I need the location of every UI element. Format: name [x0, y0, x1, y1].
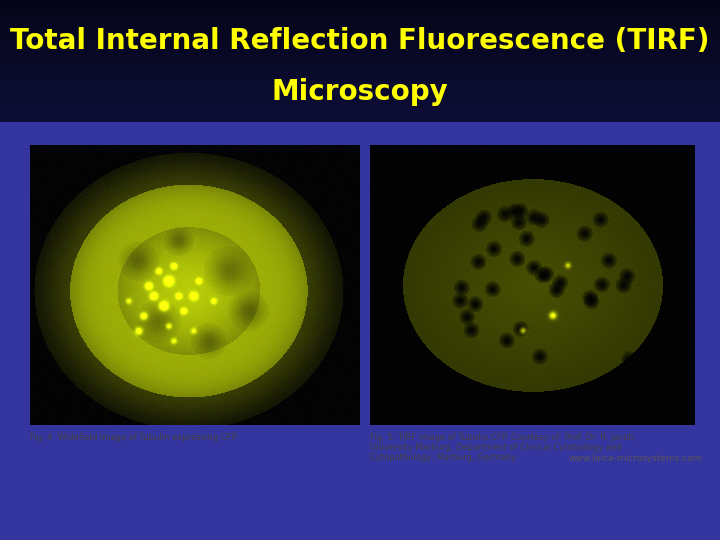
Text: Fig. 4  Widefield image of Tubulin expressing CFP: Fig. 4 Widefield image of Tubulin expres…	[30, 433, 237, 442]
Text: Fig. 5: TIRF image of Tubulin CFP. Courtesy of: Prof. Dr. R. Jacob,: Fig. 5: TIRF image of Tubulin CFP. Court…	[370, 433, 636, 442]
Text: www.leica-microsystems.com: www.leica-microsystems.com	[569, 454, 702, 463]
Text: Total Internal Reflection Fluorescence (TIRF): Total Internal Reflection Fluorescence (…	[10, 28, 710, 56]
Text: University Marburg, Department of Clinical Cytobiology and: University Marburg, Department of Clinic…	[370, 443, 622, 452]
Text: Microscopy: Microscopy	[271, 78, 449, 105]
Text: Cytopathology, Marburg, Germany: Cytopathology, Marburg, Germany	[370, 453, 516, 462]
